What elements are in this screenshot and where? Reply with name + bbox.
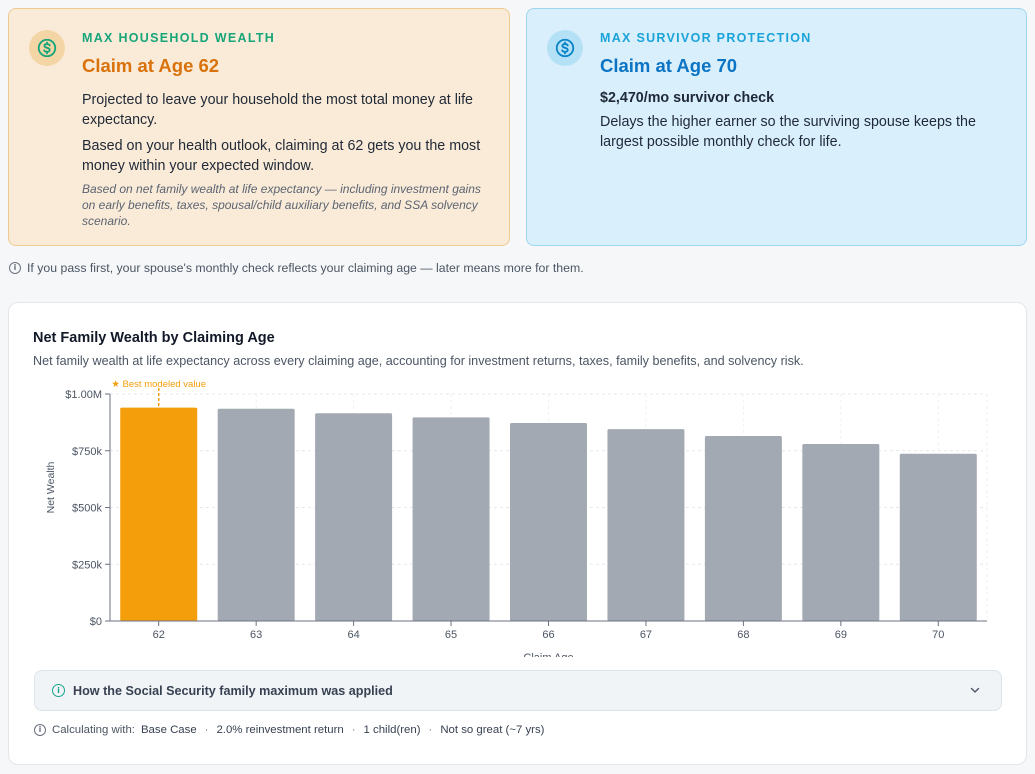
household-wealth-card: MAX HOUSEHOLD WEALTH Claim at Age 62 Pro… xyxy=(8,8,510,246)
info-icon: i xyxy=(52,684,65,697)
y-tick-label: $750k xyxy=(72,446,102,458)
survivor-amount: $2,470/mo survivor check xyxy=(600,90,775,106)
y-axis-label: Net Wealth xyxy=(45,461,57,513)
card-title: Claim at Age 70 xyxy=(600,55,738,76)
bar xyxy=(510,423,587,621)
bar xyxy=(802,443,880,621)
info-icon: i xyxy=(9,262,21,274)
bar xyxy=(704,435,782,621)
card-description-secondary: Based on your health outlook, claiming a… xyxy=(82,138,481,174)
separator: · xyxy=(204,724,209,736)
y-tick-label: $250k xyxy=(72,559,102,571)
x-tick-label: 65 xyxy=(445,629,457,641)
separator: · xyxy=(428,724,433,736)
calc-scenario: Base Case xyxy=(140,724,197,736)
dollar-circle-icon xyxy=(29,30,65,66)
card-title: Claim at Age 62 xyxy=(82,55,220,76)
bar xyxy=(607,429,685,621)
x-tick-label: 69 xyxy=(835,629,847,641)
y-tick-label: $500k xyxy=(72,503,102,515)
x-tick-label: 68 xyxy=(737,629,749,641)
net-wealth-chart-panel: Net Family Wealth by Claiming Age Net fa… xyxy=(8,302,1027,765)
x-tick-label: 64 xyxy=(347,629,359,641)
chart-title: Net Family Wealth by Claiming Age xyxy=(33,330,275,346)
chart-subtitle: Net family wealth at life expectancy acr… xyxy=(33,354,804,368)
card-description: Projected to leave your household the mo… xyxy=(82,92,474,128)
bar xyxy=(899,453,977,621)
y-tick-label: $1.00M xyxy=(65,389,102,401)
calculation-settings: i Calculating with: Base Case · 2.0% rei… xyxy=(34,724,544,736)
bar xyxy=(315,413,393,621)
calc-health: Not so great (~7 yrs) xyxy=(440,724,545,736)
x-tick-label: 63 xyxy=(250,629,262,641)
bar xyxy=(412,417,490,621)
accordion-label: How the Social Security family maximum w… xyxy=(73,683,393,698)
calc-prefix: Calculating with: xyxy=(52,724,135,736)
spouse-info-text: If you pass first, your spouse's monthly… xyxy=(27,261,584,275)
chevron-down-icon xyxy=(970,687,980,693)
dollar-circle-icon xyxy=(547,30,583,66)
x-tick-label: 62 xyxy=(153,629,165,641)
x-tick-label: 70 xyxy=(932,629,944,641)
card-eyebrow: MAX HOUSEHOLD WEALTH xyxy=(82,31,276,45)
calc-children: 1 child(ren) xyxy=(363,724,421,736)
x-tick-label: 67 xyxy=(640,629,652,641)
calc-reinvest: 2.0% reinvestment return xyxy=(216,724,344,736)
best-value-label: ★ Best modeled value xyxy=(111,379,206,390)
card-eyebrow: MAX SURVIVOR PROTECTION xyxy=(600,31,812,45)
bar xyxy=(217,408,295,621)
card-footnote: Based on net family wealth at life expec… xyxy=(82,182,481,228)
separator: · xyxy=(351,724,356,736)
family-maximum-accordion[interactable]: i How the Social Security family maximum… xyxy=(34,670,1002,711)
spouse-info-note: i If you pass first, your spouse's month… xyxy=(9,261,584,275)
bar-highlight xyxy=(120,407,198,621)
x-tick-label: 66 xyxy=(542,629,554,641)
y-tick-label: $0 xyxy=(90,616,102,628)
x-axis-label: Claim Age xyxy=(523,652,573,663)
info-icon: i xyxy=(34,724,46,736)
bar-chart: $0 $250k $500k $750k $1.00M 62 63 64 65 66 67 68 69 7… xyxy=(45,379,988,663)
survivor-protection-card: MAX SURVIVOR PROTECTION Claim at Age 70 … xyxy=(526,8,1027,246)
card-description: Delays the higher earner so the survivin… xyxy=(600,114,976,150)
